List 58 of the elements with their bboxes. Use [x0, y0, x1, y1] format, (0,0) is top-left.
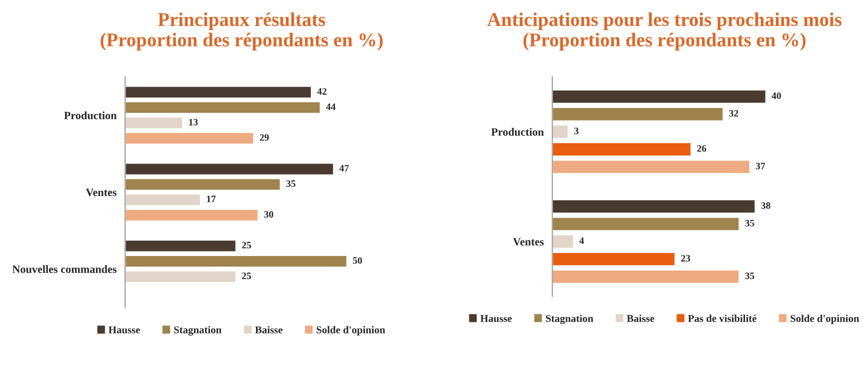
data-label: 47	[339, 165, 349, 172]
bar	[125, 254, 348, 268]
bar	[552, 124, 570, 140]
legend-label: Stagnation	[174, 326, 222, 336]
chart-title: Anticipations pour les trois prochains mois (Proportion des répondants en %)	[487, 12, 842, 50]
y-tick-label: Nouvelles commandes	[12, 265, 117, 273]
data-label: 38	[761, 202, 770, 209]
data-label: 35	[286, 180, 296, 187]
y-tick-label: Ventes	[86, 188, 117, 196]
bar	[125, 270, 237, 284]
data-label: 37	[756, 162, 766, 170]
legend-label: Baisse	[255, 326, 282, 334]
bar	[125, 116, 184, 130]
legend-label: Hausse	[480, 315, 512, 322]
data-label: 35	[745, 272, 754, 280]
legend-label: Solde d'opinion	[790, 314, 860, 324]
data-label: 29	[260, 134, 269, 141]
data-label: 26	[697, 145, 706, 152]
data-label: 3	[574, 128, 578, 134]
data-label: 44	[326, 104, 336, 110]
data-label: 4	[579, 238, 584, 244]
legend-label: Stagnation	[546, 314, 594, 324]
bar	[125, 132, 255, 146]
bar	[552, 234, 574, 250]
data-label: 30	[264, 211, 274, 218]
legend-label: Solde d'opinion	[316, 326, 386, 336]
legend-label: Hausse	[108, 326, 140, 334]
bar	[552, 198, 756, 214]
y-tick-label: Ventes	[513, 238, 544, 246]
bar	[125, 100, 322, 114]
bar	[552, 269, 740, 284]
data-label: 13	[189, 118, 198, 126]
bar	[125, 193, 202, 207]
bar	[125, 208, 259, 222]
bar	[552, 216, 740, 232]
bar	[125, 178, 282, 192]
data-label: 25	[242, 242, 252, 248]
bar	[552, 89, 767, 104]
bar	[552, 106, 724, 122]
bar	[552, 142, 692, 157]
bar	[125, 239, 237, 253]
data-label: 32	[729, 110, 738, 117]
legend-label: Baisse	[626, 314, 654, 322]
data-label: 35	[745, 220, 754, 226]
bar	[125, 162, 334, 176]
bar	[552, 252, 676, 267]
data-label: 23	[681, 255, 690, 262]
chart-title: Principaux résultats (Proportion des répondants en %)	[100, 12, 383, 50]
y-tick-label: Production	[64, 111, 117, 120]
y-tick-label: Production	[491, 128, 544, 136]
legend-label: Pas de visibilité	[688, 314, 756, 322]
data-label: 17	[206, 196, 216, 202]
data-label: 25	[242, 272, 252, 280]
data-label: 40	[772, 92, 781, 100]
data-label: 50	[352, 257, 362, 264]
data-label: 42	[317, 88, 326, 95]
bar	[125, 86, 312, 99]
bar	[552, 159, 751, 174]
